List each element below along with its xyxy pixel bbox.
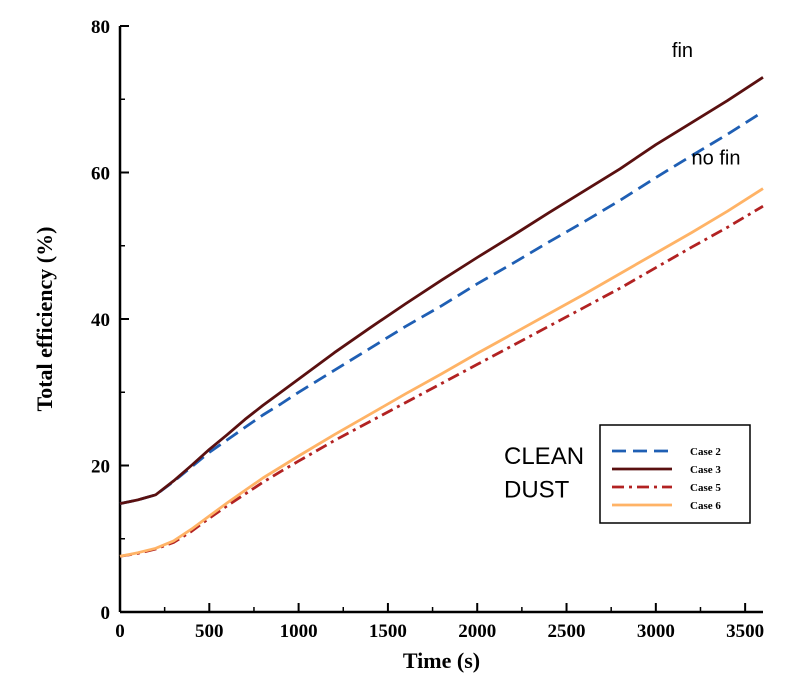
y-tick-label: 20 bbox=[91, 457, 110, 478]
series-line-1 bbox=[119, 110, 764, 505]
x-tick-label: 2000 bbox=[458, 621, 496, 642]
y-tick-label: 0 bbox=[101, 603, 111, 624]
y-tick-label: 80 bbox=[91, 17, 110, 38]
y-axis-ticks: 0 20 40 60 80 bbox=[91, 17, 129, 624]
annotation-dust: DUST bbox=[504, 477, 570, 504]
series-line-3 bbox=[119, 204, 764, 558]
legend: Case 2 Case 3 Case 5 Case 6 bbox=[599, 424, 751, 524]
annotations: fin no fin CLEAN DUST bbox=[504, 40, 740, 504]
legend-label: Case 6 bbox=[690, 500, 721, 512]
y-tick-label: 60 bbox=[91, 164, 110, 185]
x-tick-label: 500 bbox=[195, 621, 224, 642]
x-tick-label: 1000 bbox=[280, 621, 318, 642]
x-tick-label: 3000 bbox=[637, 621, 675, 642]
series-line-4 bbox=[119, 187, 764, 558]
x-tick-label: 0 bbox=[115, 621, 125, 642]
x-tick-label: 2500 bbox=[548, 621, 586, 642]
y-tick-label: 40 bbox=[91, 310, 110, 331]
series-layer bbox=[119, 76, 764, 558]
x-axis-ticks: 0 500 1000 1500 2000 2500 3000 3500 bbox=[115, 603, 764, 642]
plot-frame bbox=[118, 26, 763, 614]
legend-label: Case 3 bbox=[690, 464, 721, 476]
y-axis-title: Total efficiency (%) bbox=[32, 227, 57, 412]
legend-label: Case 5 bbox=[690, 482, 721, 494]
x-tick-label: 3500 bbox=[726, 621, 764, 642]
x-tick-label: 1500 bbox=[369, 621, 407, 642]
legend-label: Case 2 bbox=[690, 446, 721, 458]
annotation-no-fin: no fin bbox=[692, 147, 741, 169]
legend-box bbox=[599, 424, 751, 524]
x-axis-title: Time (s) bbox=[403, 648, 480, 673]
annotation-fin: fin bbox=[672, 40, 693, 62]
series-line-2 bbox=[119, 76, 764, 505]
annotation-clean: CLEAN bbox=[504, 443, 584, 470]
